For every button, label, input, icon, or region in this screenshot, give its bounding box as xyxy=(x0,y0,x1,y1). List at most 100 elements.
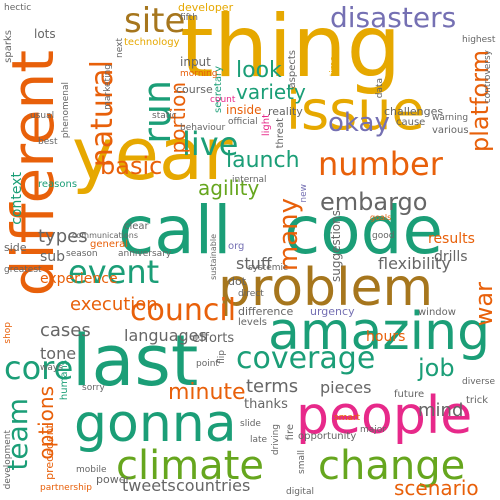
word-fire: fire xyxy=(285,424,296,441)
word-code: code xyxy=(284,192,444,269)
word-thanks: thanks xyxy=(244,397,288,412)
word-okay: okay xyxy=(328,108,390,138)
word-developer: developer xyxy=(178,1,234,14)
word-lots: lots xyxy=(34,27,56,41)
word-council: council xyxy=(130,293,237,328)
word-precedent: precedent xyxy=(43,424,56,480)
word-internal: internal xyxy=(232,175,267,185)
word-driving: driving xyxy=(271,424,281,456)
word-marketing: marketing xyxy=(103,64,113,110)
word-warning: warning xyxy=(432,113,469,123)
word-gonna: gonna xyxy=(74,394,237,454)
word-types: types xyxy=(38,226,88,247)
word-flip: flip xyxy=(217,350,227,364)
word-humans: humans xyxy=(59,360,70,401)
word-smart: smart xyxy=(334,413,361,423)
word-development: development xyxy=(3,430,13,490)
word-clear: clear xyxy=(124,221,149,232)
word-hectic: hectic xyxy=(4,3,32,13)
word-controversy: controversy xyxy=(483,50,493,104)
word-time: time xyxy=(329,56,339,77)
word-stuff: stuff xyxy=(236,254,272,273)
word-coverage: coverage xyxy=(236,341,376,376)
word-terms: terms xyxy=(246,376,299,397)
word-major: major xyxy=(360,425,386,435)
word-job: job xyxy=(418,354,455,382)
word-general: general xyxy=(90,239,129,250)
word-sparks: sparks xyxy=(3,30,14,63)
word-amazing: amazing xyxy=(268,302,491,362)
word-shop: shop xyxy=(3,322,13,344)
word-sustainable: sustainable xyxy=(209,234,218,280)
word-goals: goals xyxy=(370,213,392,222)
word-good: good xyxy=(372,231,395,241)
word-difference: difference xyxy=(238,305,294,318)
word-event: event xyxy=(68,253,160,291)
word-ways: ways xyxy=(40,363,63,373)
word-execution: execution xyxy=(70,294,158,315)
word-systemic: systemic xyxy=(248,263,288,273)
word-suggestions: suggestions xyxy=(329,210,343,282)
word-morning: morning xyxy=(180,69,218,79)
word-disasters: disasters xyxy=(330,1,457,34)
word-urgency: urgency xyxy=(310,305,355,318)
word-people: people xyxy=(296,386,473,446)
word-drills: drills xyxy=(434,249,468,265)
word-dot: dot xyxy=(228,275,247,288)
word-languages: languages xyxy=(124,326,207,345)
word-sub: sub xyxy=(40,249,66,265)
word-future: future xyxy=(394,389,425,400)
word-site: site xyxy=(124,1,186,41)
word-sorry: sorry xyxy=(82,383,105,393)
word-levels: levels xyxy=(238,317,267,328)
word-number: number xyxy=(318,145,443,183)
word-course: course xyxy=(176,83,213,96)
word-results: results xyxy=(428,231,475,247)
word-challenges: challenges xyxy=(384,105,444,118)
word-variety: variety xyxy=(236,80,306,104)
word-anniversary: anniversary xyxy=(118,249,172,259)
word-season: season xyxy=(66,249,98,259)
word-inside: inside xyxy=(226,103,262,117)
word-thing: thing xyxy=(180,0,402,97)
word-greatest: greatest xyxy=(4,265,42,275)
word-best: best xyxy=(38,137,58,147)
word-org: org xyxy=(228,241,245,252)
word-communications: communications xyxy=(72,231,139,240)
word-pieces: pieces xyxy=(320,378,372,397)
word-tone: tone xyxy=(40,344,77,363)
word-static: static xyxy=(152,111,177,121)
word-call: call xyxy=(118,192,232,269)
word-small: small xyxy=(297,450,307,474)
word-window: window xyxy=(418,307,456,318)
word-look: look xyxy=(236,58,282,83)
word-problem: problem xyxy=(218,258,434,318)
word-embargo: embargo xyxy=(320,188,428,216)
word-reality: reality xyxy=(268,105,303,118)
word-count: count xyxy=(210,95,236,105)
word-scenario: scenario xyxy=(394,476,479,500)
word-live: live xyxy=(182,125,239,163)
word-cases: cases xyxy=(40,320,91,341)
word-change: change xyxy=(318,443,466,489)
word-efforts: efforts xyxy=(192,331,235,346)
word-behaviour: behaviour xyxy=(180,123,226,133)
word-power: power xyxy=(96,473,130,486)
word-launch: launch xyxy=(226,148,300,173)
word-next: next xyxy=(115,38,125,58)
word-new: new xyxy=(299,184,309,203)
word-official: official xyxy=(228,117,258,127)
word-year: year xyxy=(72,112,233,196)
word-fifth: fifth xyxy=(180,13,198,23)
word-technology: technology xyxy=(124,37,180,48)
word-light: light xyxy=(261,114,272,137)
word-side: side xyxy=(4,241,27,254)
word-reasons: reasons xyxy=(38,179,78,190)
word-input: input xyxy=(180,55,211,69)
word-war: war xyxy=(470,282,498,327)
word-trick: trick xyxy=(466,395,489,406)
word-mobile: mobile xyxy=(76,465,107,475)
word-various: various xyxy=(432,125,469,136)
word-countries: countries xyxy=(176,476,251,495)
